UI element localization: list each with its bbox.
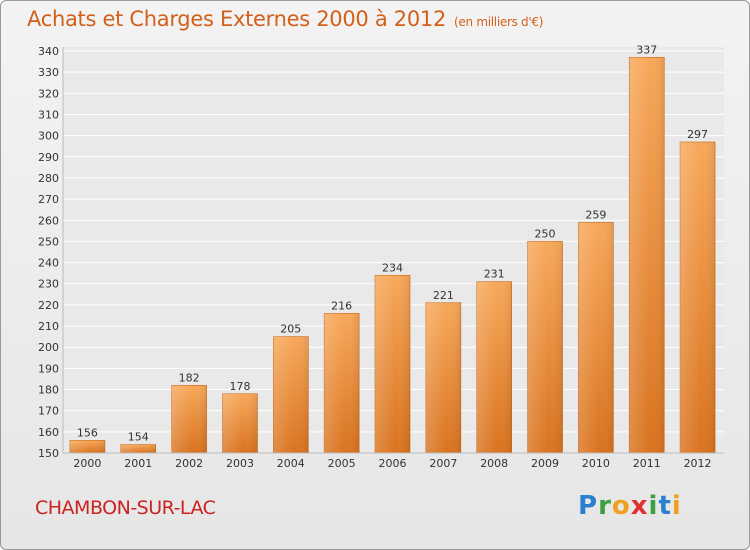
x-tick-label: 2003 [226,457,254,470]
logo-letter: o [611,491,631,521]
bar-value-label: 156 [77,426,98,439]
bar-shade [629,57,665,453]
chart-title: Achats et Charges Externes 2000 à 2012 (e… [27,7,543,31]
x-tick-label: 2005 [328,457,356,470]
bar-shade [425,302,461,453]
chart-title-text: Achats et Charges Externes 2000 à 2012 [27,7,447,31]
bar-2012: 297 [679,128,716,454]
bar-value-label: 221 [433,289,454,302]
x-tick-label: 2002 [175,457,203,470]
bar-value-label: 231 [484,268,505,281]
bar-shade [324,313,360,453]
logo-letter: P [578,491,599,521]
bar-shade [171,385,207,453]
y-tick-label: 220 [38,299,59,312]
bar-2004: 205 [273,323,309,454]
x-axis: 2000 2001 2002 2003 2004 2005 2006 2007 2008 2009… [63,452,724,470]
x-tick-label: 2000 [73,457,101,470]
y-tick-label: 250 [38,235,59,248]
bar-shade [680,141,716,453]
y-tick-label: 260 [38,214,59,227]
bar-2006: 234 [374,261,411,454]
logo-letter: r [598,491,612,521]
bar-2009: 250 [527,227,563,454]
y-tick-label: 240 [38,257,59,270]
commune-name: CHAMBON-SUR-LAC [35,497,216,519]
bar-shade [273,336,309,453]
chart-unit: (en milliers d'€) [454,15,544,29]
logo-letter: i [671,491,682,521]
y-tick-label: 190 [38,362,59,375]
bar-shade [222,393,258,453]
x-tick-label: 2010 [582,457,610,470]
logo-letter: t [658,491,672,521]
y-tick-label: 230 [38,278,59,291]
bar-value-label: 234 [382,261,403,274]
bar-value-label: 216 [331,299,352,312]
logo-letter: i [648,491,659,521]
bar-value-label: 250 [535,227,556,240]
y-axis: 150 160 170 180 190 200 210 220 230 240 250 260 270 2… [38,45,64,460]
y-tick-label: 270 [38,193,59,206]
bar-value-label: 178 [229,380,250,393]
proxiti-logo: Proxiti [578,491,682,521]
y-tick-label: 160 [38,426,59,439]
bar-value-label: 205 [280,323,301,336]
x-tick-label: 2004 [277,457,305,470]
y-tick-label: 200 [38,341,59,354]
x-tick-label: 2012 [684,457,712,470]
bar-2002: 182 [171,371,207,454]
bar-2007: 221 [425,289,462,454]
x-tick-label: 2008 [480,457,508,470]
y-tick-label: 180 [38,384,59,397]
y-tick-label: 320 [38,87,59,100]
bar-2005: 216 [323,299,360,454]
bar-shade [69,440,105,453]
bar-shade [120,444,156,453]
bar-value-label: 182 [179,371,200,384]
bars: 156 154 182 178 205 216 234 221 231 250 259 337 297 [69,43,716,454]
bar-2008: 231 [476,268,512,454]
y-tick-label: 290 [38,151,59,164]
bar-value-label: 337 [636,43,657,56]
bar-2000: 156 [69,426,106,454]
y-tick-label: 310 [38,108,59,121]
bar-shade [375,275,410,453]
bar-value-label: 154 [128,431,149,444]
y-tick-label: 280 [38,172,59,185]
x-tick-label: 2007 [429,457,457,470]
y-tick-label: 330 [38,66,59,79]
x-tick-label: 2001 [124,457,152,470]
bar-shade [527,241,563,453]
bar-2010: 259 [578,208,614,454]
x-tick-label: 2006 [379,457,407,470]
bar-2011: 337 [628,43,665,454]
bar-value-label: 259 [585,208,606,221]
bar-2003: 178 [222,380,258,454]
x-tick-label: 2009 [531,457,559,470]
y-tick-label: 210 [38,320,59,333]
y-tick-label: 300 [38,130,59,143]
x-tick-label: 2011 [633,457,661,470]
y-tick-label: 340 [38,45,59,58]
y-tick-label: 150 [38,447,59,460]
y-tick-label: 170 [38,405,59,418]
bar-shade [476,281,512,453]
bar-value-label: 297 [687,128,708,141]
logo-letter: x [630,491,649,521]
bar-shade [578,222,614,453]
